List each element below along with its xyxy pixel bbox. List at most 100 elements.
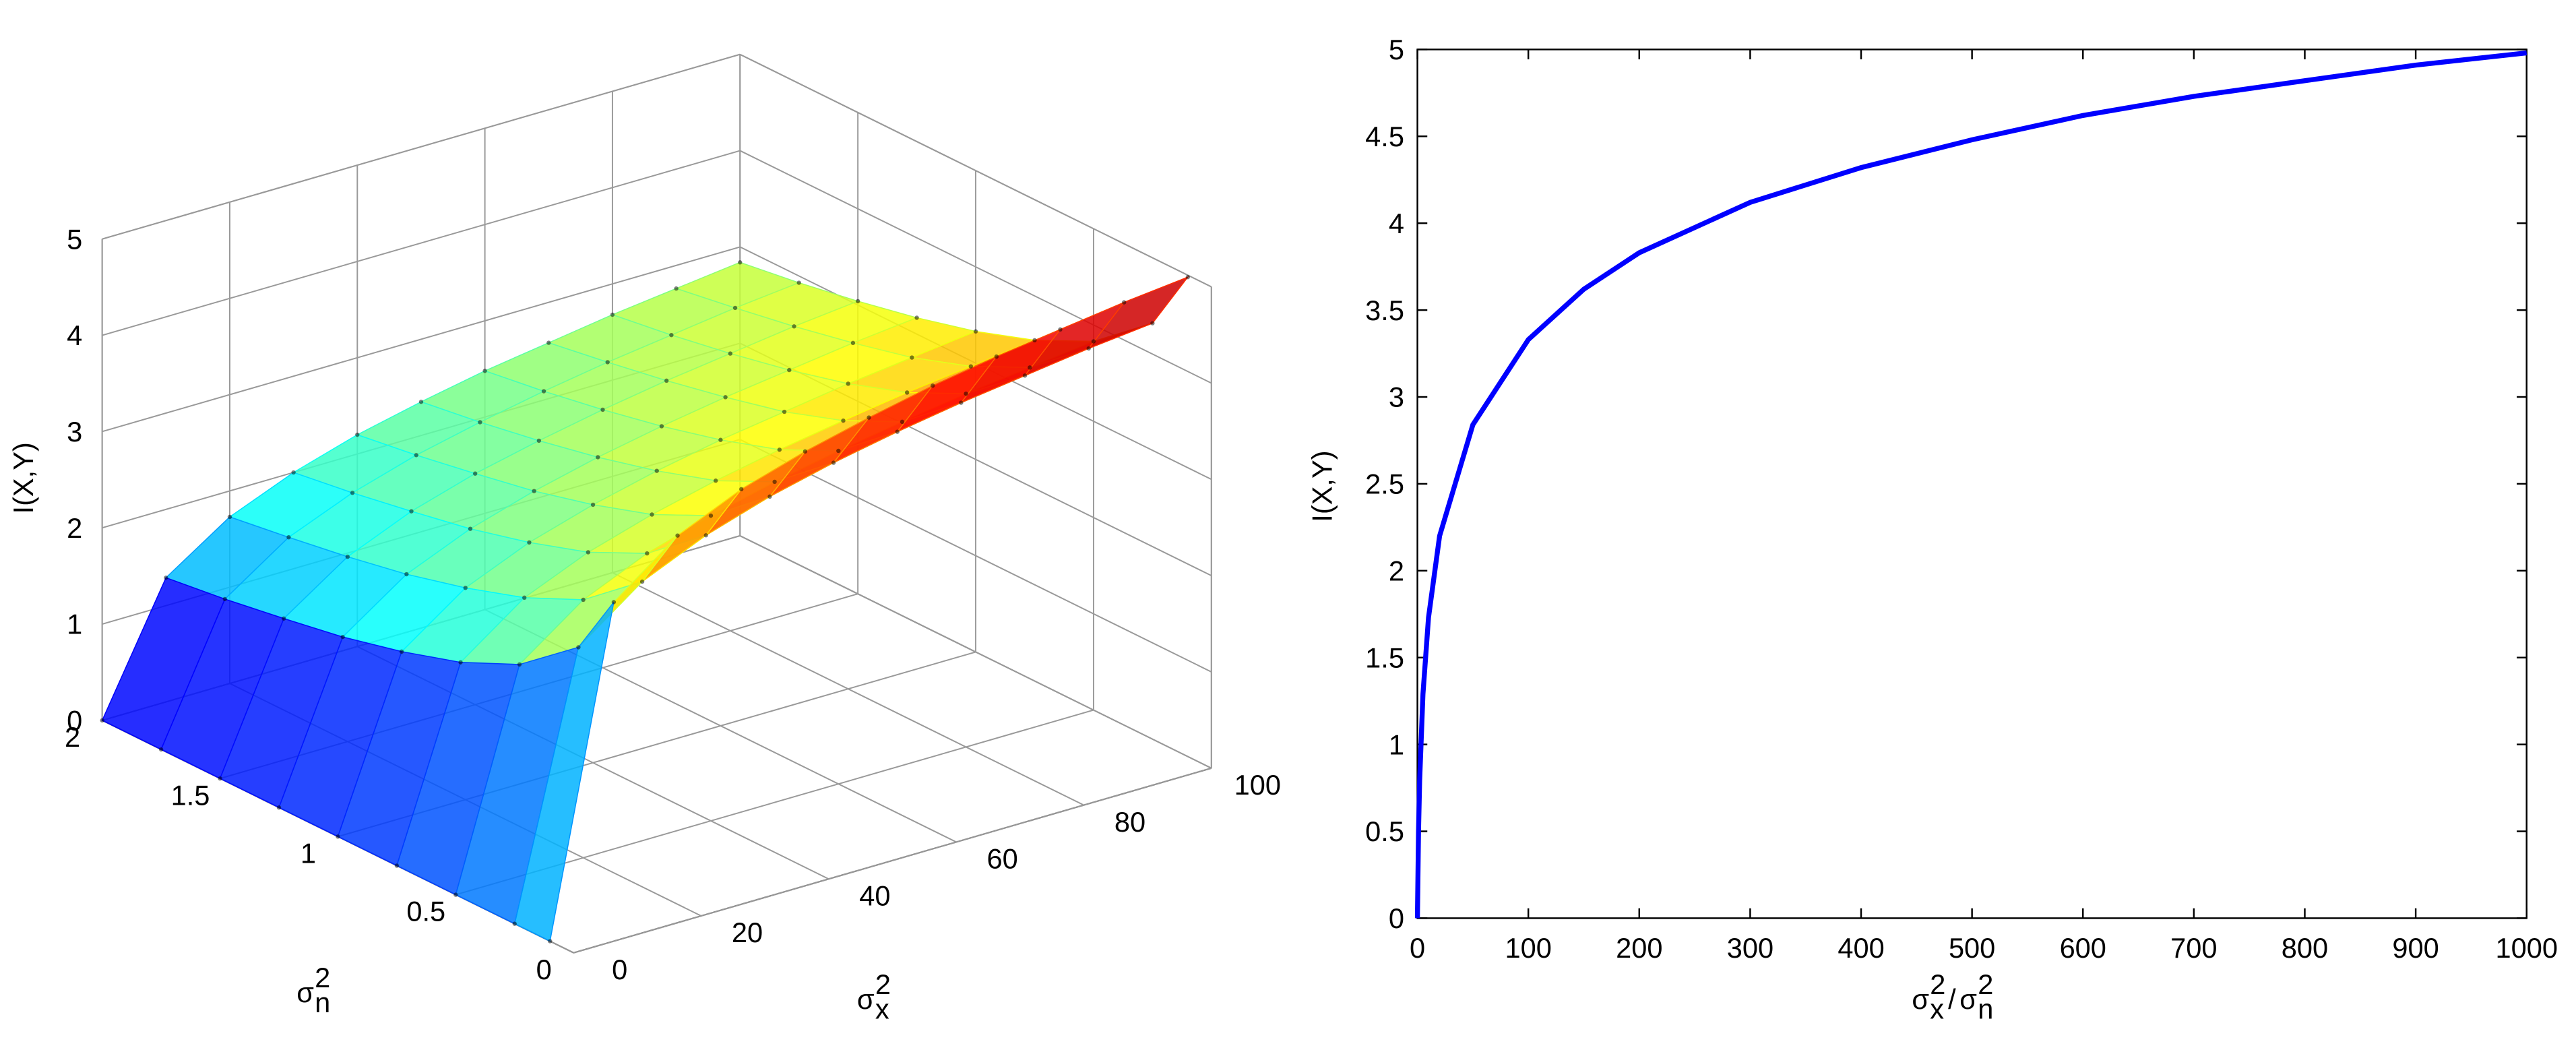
y-tick-label: 2: [1389, 555, 1404, 586]
surface-point: [994, 354, 999, 359]
z-tick-label: 1: [67, 609, 82, 640]
surface-point: [468, 526, 473, 531]
y-tick-label: 2: [65, 721, 80, 753]
surface-point: [482, 369, 487, 373]
surface-point: [850, 340, 856, 346]
surface-point: [895, 429, 900, 434]
surface-point: [532, 489, 536, 493]
axis-label-sub: n: [1978, 993, 1993, 1025]
surface-point: [674, 286, 679, 291]
x-tick-label: 40: [859, 879, 890, 911]
y-tick-label: 3: [1389, 381, 1404, 413]
surface-point: [399, 649, 404, 654]
x-tick-label: 1000: [2495, 932, 2558, 964]
surface-point: [910, 355, 914, 360]
y-tick-label: 1.5: [1365, 642, 1404, 673]
axis-label-sub: n: [315, 987, 330, 1018]
surface-point: [345, 554, 350, 559]
surface-point: [418, 400, 424, 404]
surface-point: [605, 360, 610, 365]
surface-point: [968, 364, 973, 369]
surface-point: [478, 420, 482, 425]
axis-label-symbol: σ: [1959, 983, 1977, 1015]
surface-point: [276, 805, 282, 810]
surface-point: [610, 312, 615, 317]
surface-point: [590, 502, 596, 507]
surface-point: [645, 551, 650, 556]
surface-point: [517, 662, 522, 667]
surface-point: [718, 437, 723, 442]
x-tick-label: 300: [1727, 932, 1773, 964]
z-tick-label: 5: [67, 223, 82, 255]
surface-point: [654, 468, 659, 473]
surface-point: [772, 479, 777, 485]
surface-point: [522, 595, 527, 600]
y-tick-label: 1.5: [171, 779, 210, 811]
surface-point: [473, 471, 478, 476]
x-tick-label: 0: [612, 954, 627, 985]
surface-point: [787, 367, 792, 373]
axis-label-slash: /: [1948, 983, 1956, 1015]
surface-point: [355, 432, 360, 437]
y-tick-label: 0: [1389, 902, 1404, 934]
surface-point: [703, 533, 708, 538]
surface-point: [836, 448, 841, 454]
surface-point: [639, 579, 645, 584]
z-tick-label: 2: [67, 512, 82, 544]
surface-point: [404, 572, 409, 577]
x-tick-label: 900: [2392, 932, 2439, 964]
surface-point: [282, 616, 286, 621]
surface-point: [1032, 338, 1037, 343]
x-tick-label: 20: [732, 917, 763, 948]
surface-point: [792, 324, 796, 329]
z-axis-label: I(X,Y): [7, 442, 39, 514]
surface-point: [831, 460, 836, 465]
surface-point: [964, 391, 968, 396]
surface-point: [931, 383, 935, 388]
surface-point: [841, 418, 846, 423]
surface-point: [867, 415, 871, 420]
x-tick-label: 700: [2170, 932, 2217, 964]
surface-point: [973, 329, 978, 334]
surface-point: [803, 449, 808, 454]
surface-point: [527, 540, 532, 545]
grid-line: [739, 535, 1212, 769]
surface-point: [914, 315, 919, 320]
x-tick-label: 0: [1410, 932, 1425, 964]
axis-label-symbol: σ: [296, 977, 314, 1008]
y-tick-label: 0.5: [406, 896, 445, 927]
data-line: [1414, 50, 2527, 919]
surface-point: [713, 478, 718, 483]
surface-point: [777, 447, 782, 452]
surface-point: [100, 718, 104, 723]
surface-point: [409, 509, 414, 514]
surface-point: [600, 407, 605, 412]
grid-line: [102, 246, 741, 433]
y-tick-label: 4.5: [1365, 121, 1404, 152]
y-tick-label: 2.5: [1365, 468, 1404, 500]
surface-point: [1086, 346, 1091, 351]
surface-point: [675, 533, 680, 538]
surface-point: [728, 351, 733, 356]
y-tick-label: 0: [536, 954, 552, 985]
surface-point: [900, 419, 905, 425]
y-tick-label: 3.5: [1365, 295, 1404, 326]
axis-label-symbol: σ: [1912, 983, 1929, 1015]
surface-point: [586, 550, 591, 555]
surface-point: [458, 660, 463, 665]
axis-label-symbol: σ: [857, 983, 875, 1015]
surface-point: [463, 586, 468, 590]
surface-point: [414, 453, 418, 458]
surface-point: [286, 535, 291, 540]
surface-point: [669, 332, 674, 338]
surface-point: [846, 381, 850, 386]
grid-line: [739, 53, 1212, 288]
surface-point: [1185, 275, 1191, 280]
axis-label-sub: x: [875, 993, 889, 1025]
z-tick-label: 4: [67, 319, 82, 351]
x-tick-label: 100: [1505, 932, 1551, 964]
grid-line: [102, 150, 741, 336]
surface-point: [796, 280, 801, 285]
